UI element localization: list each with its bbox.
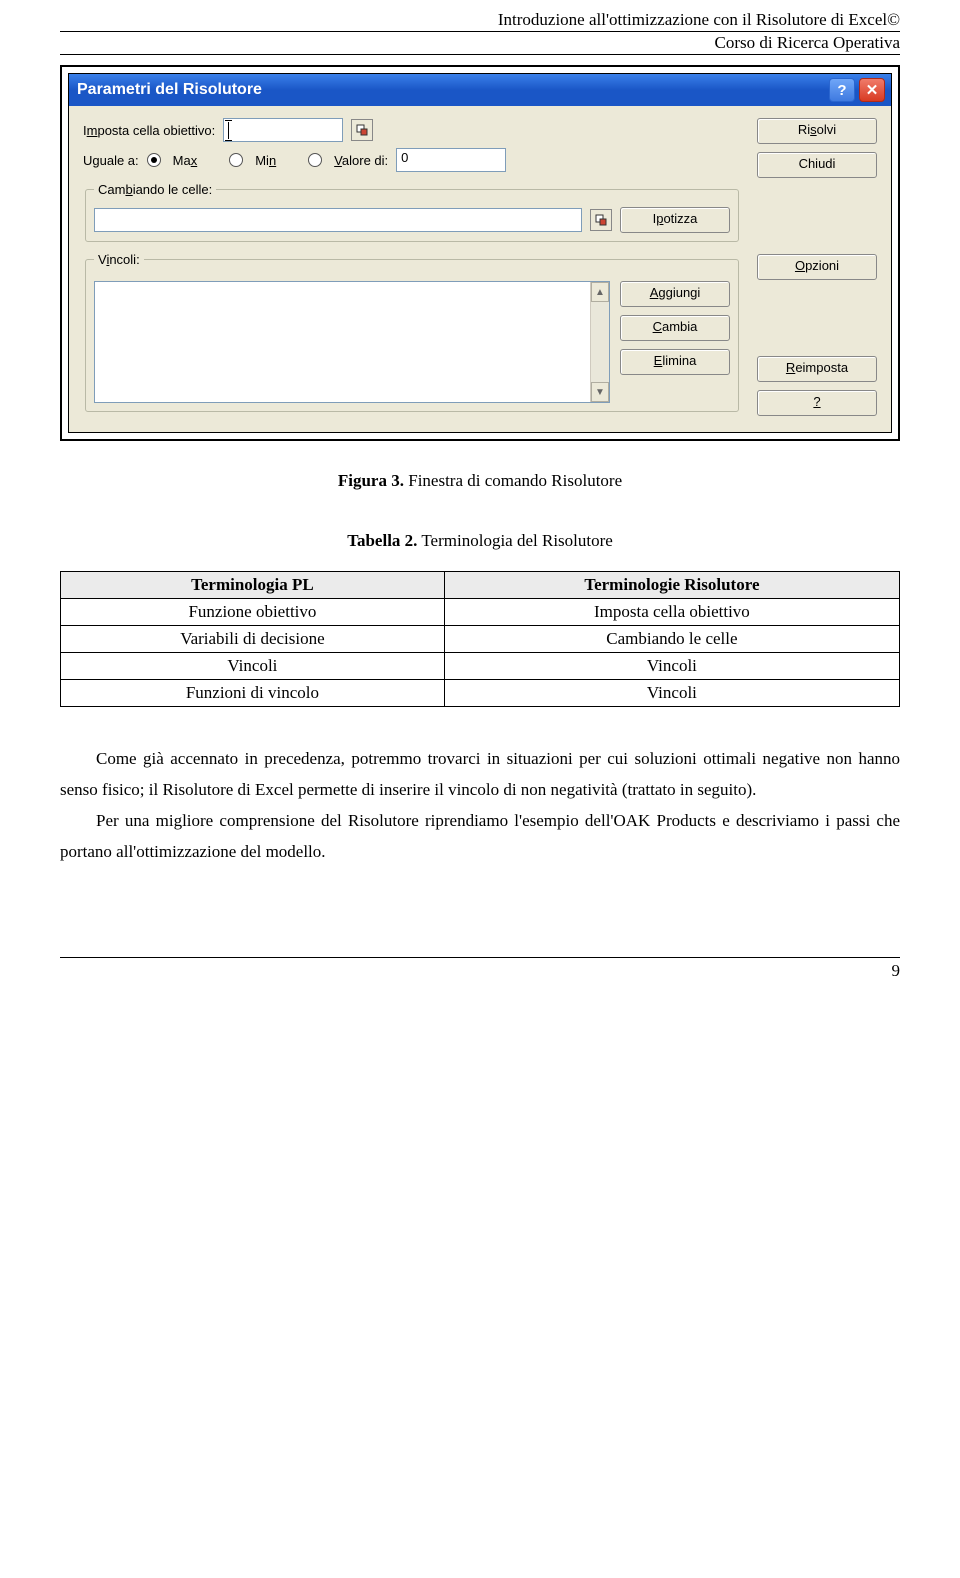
- ipotizza-button[interactable]: Ipotizza: [620, 207, 730, 233]
- radio-min[interactable]: [229, 153, 243, 167]
- scrollbar[interactable]: ▲ ▼: [590, 282, 609, 402]
- table-row: Terminologia PL Terminologie Risolutore: [61, 572, 900, 599]
- body-text: Come già accennato in precedenza, potrem…: [60, 743, 900, 867]
- vincoli-listbox[interactable]: ▲ ▼: [94, 281, 610, 403]
- table-cell: Vincoli: [444, 653, 899, 680]
- reimposta-button[interactable]: Reimposta: [757, 356, 877, 382]
- table-caption-bold: Tabella 2.: [347, 531, 417, 550]
- scroll-down-icon[interactable]: ▼: [591, 382, 609, 402]
- opzioni-button[interactable]: Opzioni: [757, 254, 877, 280]
- table-cell: Vincoli: [444, 680, 899, 707]
- table-cell: Variabili di decisione: [61, 626, 445, 653]
- label-equal-to: Uguale a:: [83, 153, 139, 168]
- figure-caption: Figura 3. Finestra di comando Risolutore: [60, 471, 900, 491]
- target-cell-input[interactable]: [223, 118, 343, 142]
- dialog-title: Parametri del Risolutore: [77, 81, 262, 99]
- header-line-2: Corso di Ricerca Operativa: [60, 33, 900, 55]
- paragraph-2: Per una migliore comprensione del Risolu…: [60, 805, 900, 867]
- label-target-cell: Imposta cella obiettivo:: [83, 123, 215, 138]
- table-cell: Funzioni di vincolo: [61, 680, 445, 707]
- value-of-input[interactable]: 0: [396, 148, 506, 172]
- side-help-button[interactable]: ?: [757, 390, 877, 416]
- paragraph-1: Come già accennato in precedenza, potrem…: [60, 743, 900, 805]
- changing-cells-input[interactable]: [94, 208, 582, 232]
- table-cell: Vincoli: [61, 653, 445, 680]
- radio-max[interactable]: [147, 153, 161, 167]
- radio-value-of[interactable]: [308, 153, 322, 167]
- changing-cells-legend: Cambiando le celle:: [94, 182, 216, 197]
- page-number: 9: [892, 961, 901, 980]
- table-caption: Tabella 2. Terminologia del Risolutore: [60, 531, 900, 551]
- changing-cells-group: Cambiando le celle: Ipotizza: [85, 182, 739, 242]
- table-cell: Cambiando le celle: [444, 626, 899, 653]
- aggiungi-button[interactable]: Aggiungi: [620, 281, 730, 307]
- risolvi-button[interactable]: Risolvi: [757, 118, 877, 144]
- refedit-icon[interactable]: [351, 119, 373, 141]
- terminology-table: Terminologia PL Terminologie Risolutore …: [60, 571, 900, 707]
- table-header: Terminologia PL: [61, 572, 445, 599]
- radio-value-of-label: Valore di:: [334, 153, 388, 168]
- table-header: Terminologie Risolutore: [444, 572, 899, 599]
- titlebar-close-button[interactable]: ✕: [859, 78, 885, 102]
- table-row: Funzioni di vincolo Vincoli: [61, 680, 900, 707]
- header-line-1: Introduzione all'ottimizzazione con il R…: [60, 10, 900, 32]
- document-header: Introduzione all'ottimizzazione con il R…: [60, 10, 900, 55]
- table-caption-text: Terminologia del Risolutore: [417, 531, 612, 550]
- vincoli-legend: Vincoli:: [94, 252, 144, 267]
- scroll-up-icon[interactable]: ▲: [591, 282, 609, 302]
- chiudi-button[interactable]: Chiudi: [757, 152, 877, 178]
- figure-caption-text: Finestra di comando Risolutore: [404, 471, 622, 490]
- table-cell: Funzione obiettivo: [61, 599, 445, 626]
- radio-max-label: Max: [173, 153, 198, 168]
- dialog-border: Parametri del Risolutore ? ✕ Imposta cel…: [60, 65, 900, 441]
- table-row: Funzione obiettivo Imposta cella obietti…: [61, 599, 900, 626]
- text-cursor-icon: [228, 122, 229, 139]
- table-cell: Imposta cella obiettivo: [444, 599, 899, 626]
- radio-min-label: Min: [255, 153, 276, 168]
- refedit-icon[interactable]: [590, 209, 612, 231]
- titlebar: Parametri del Risolutore ? ✕: [69, 74, 891, 106]
- figure-caption-bold: Figura 3.: [338, 471, 404, 490]
- titlebar-help-button[interactable]: ?: [829, 78, 855, 102]
- table-row: Variabili di decisione Cambiando le cell…: [61, 626, 900, 653]
- page-footer: 9: [60, 957, 900, 981]
- vincoli-group: Vincoli: ▲ ▼ Aggiungi C: [85, 252, 739, 412]
- solver-dialog: Parametri del Risolutore ? ✕ Imposta cel…: [68, 73, 892, 433]
- cambia-button[interactable]: Cambia: [620, 315, 730, 341]
- elimina-button[interactable]: Elimina: [620, 349, 730, 375]
- table-row: Vincoli Vincoli: [61, 653, 900, 680]
